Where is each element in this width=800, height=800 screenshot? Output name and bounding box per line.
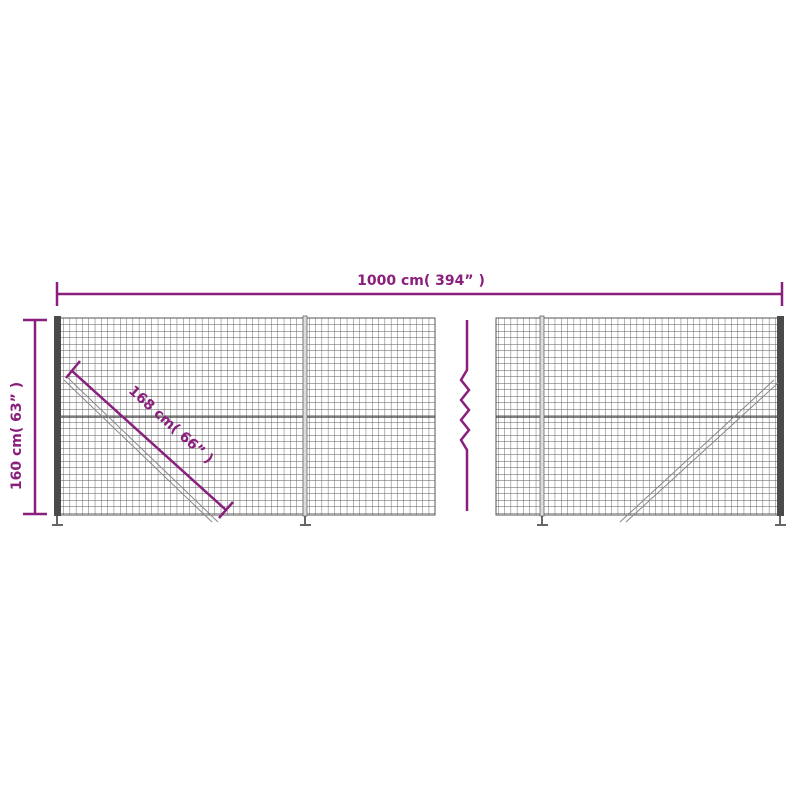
end-post-right [777,316,784,516]
fence-panel-left [52,315,436,526]
brace-strut-right [619,379,779,523]
middle-post-right [537,315,548,526]
height-dimension [23,318,47,516]
break-symbol [459,320,471,511]
height-label: 160 cm( 63” ) [9,382,25,490]
brace-strut-left [63,377,219,523]
brace-dimension [65,360,234,519]
fence-panel-right [495,315,786,526]
end-post-left [54,316,61,516]
length-dimension [55,282,784,306]
middle-post-left [300,315,311,526]
length-label: 1000 cm( 394” ) [357,273,485,289]
